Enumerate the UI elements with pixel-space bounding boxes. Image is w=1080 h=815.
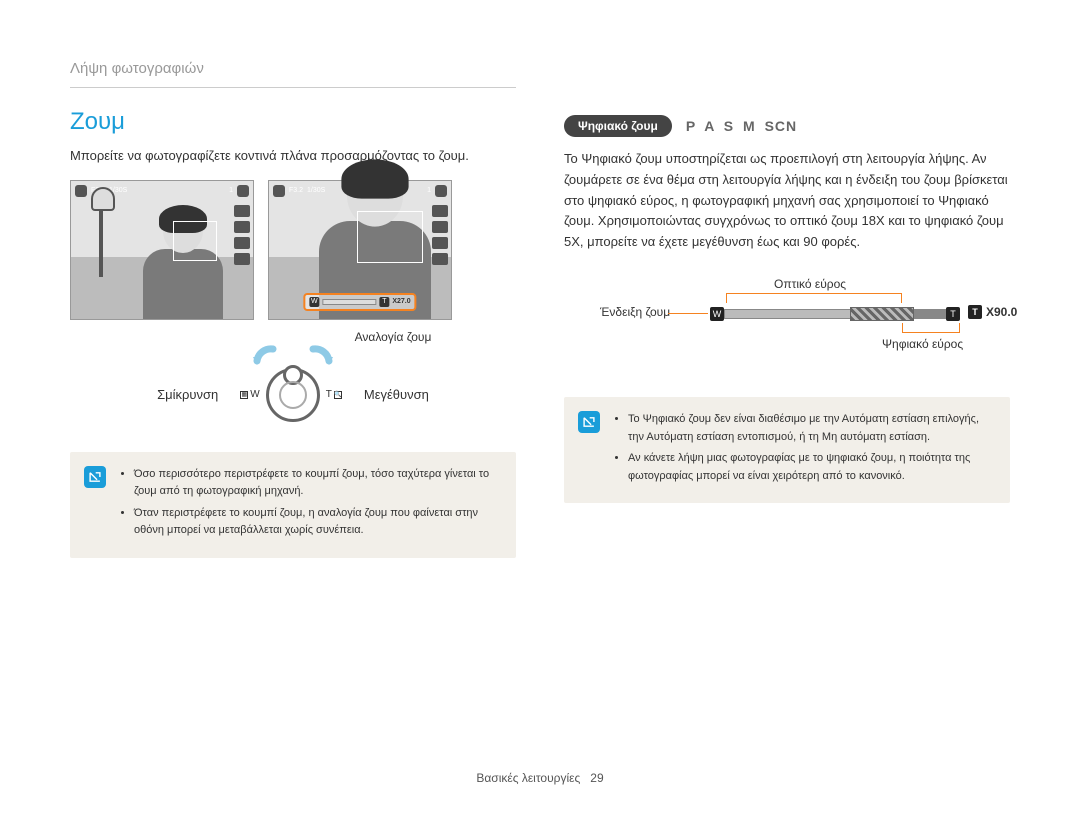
mode-a: A <box>704 118 717 134</box>
osd-right-icons <box>432 205 448 265</box>
battery-icon <box>237 185 249 197</box>
mode-m: M <box>743 118 758 134</box>
osd-icon-1 <box>234 205 250 217</box>
page-title: Ζουμ <box>70 108 516 136</box>
zoom-dial-row: Σμίκρυνση ▦W T🔍 Μεγέθυνση <box>70 368 516 422</box>
digital-bracket <box>902 323 960 333</box>
osd-icon-2 <box>432 221 448 233</box>
digital-range-segment <box>850 307 914 321</box>
breadcrumb: Λήψη φωτογραφιών <box>70 60 516 77</box>
osd-icon-3 <box>432 237 448 249</box>
mode-scn: SCN <box>765 118 798 134</box>
callout-line <box>668 313 708 314</box>
dial-t-label: T🔍 <box>326 389 342 400</box>
note-icon <box>578 411 600 433</box>
zoom-w-icon: W <box>309 297 319 307</box>
note-item: Αν κάνετε λήψη μιας φωτογραφίας με το ψη… <box>628 450 996 485</box>
right-note-box: Το Ψηφιακό ζουμ δεν είναι διαθέσιμο με τ… <box>564 397 1010 503</box>
osd-right-icons <box>234 205 250 265</box>
osd-icon-1 <box>432 205 448 217</box>
osd-icon-3 <box>234 237 250 249</box>
arrow-left-icon <box>251 343 281 373</box>
mode-icon <box>75 185 87 197</box>
zoom-ratio-caption: Αναλογία ζουμ <box>270 330 516 344</box>
left-note-box: Όσο περισσότερο περιστρέφετε το κουμπί ζ… <box>70 452 516 558</box>
dial-w-label: ▦W <box>240 389 259 400</box>
osd-count: 1 <box>229 187 233 194</box>
right-heading-row: Ψηφιακό ζουμ P A S M SCN <box>564 115 1010 137</box>
x90-label: T X90.0 <box>968 305 1017 319</box>
optical-range-label: Οπτικό εύρος <box>774 277 846 291</box>
focus-frame <box>173 221 217 261</box>
note-item: Όσο περισσότερο περιστρέφετε το κουμπί ζ… <box>134 466 502 501</box>
zoom-dial-illustration <box>266 368 320 422</box>
page-footer: Βασικές λειτουργίες 29 <box>0 771 1080 785</box>
digital-zoom-pill: Ψηφιακό ζουμ <box>564 115 672 137</box>
zoom-ratio-value: X27.0 <box>392 298 410 305</box>
note-icon <box>84 466 106 488</box>
zoom-w-icon: W <box>710 307 724 321</box>
divider <box>70 87 516 88</box>
arrow-right-icon <box>305 343 335 373</box>
focus-frame <box>357 211 423 263</box>
mode-list: P A S M SCN <box>686 118 797 134</box>
zoom-ratio-indicator: W T X27.0 <box>303 293 416 311</box>
zoom-t-icon: T <box>968 305 982 319</box>
osd-icon-4 <box>234 253 250 265</box>
streetlamp-illustration <box>89 187 113 277</box>
mode-p: P <box>686 118 698 134</box>
osd-icon-4 <box>432 253 448 265</box>
mode-icon <box>273 185 285 197</box>
zoom-range-bar: W T <box>710 307 960 321</box>
zoom-track <box>322 299 376 305</box>
optical-bracket <box>726 293 902 303</box>
digital-range-label: Ψηφιακό εύρος <box>882 337 963 351</box>
zoom-in-label: Μεγέθυνση <box>364 387 429 402</box>
footer-label: Βασικές λειτουργίες <box>476 771 580 785</box>
intro-text: Μπορείτε να φωτογραφίζετε κοντινά πλάνα … <box>70 146 516 166</box>
osd-icon-2 <box>234 221 250 233</box>
camera-preview-wide: F3.2 1/30S 1 <box>70 180 254 320</box>
zoom-out-label: Σμίκρυνση <box>157 387 218 402</box>
camera-preview-row: F3.2 1/30S 1 <box>70 180 516 320</box>
digital-zoom-body: Το Ψηφιακό ζουμ υποστηρίζεται ως προεπιλ… <box>564 149 1010 253</box>
page-number: 29 <box>590 771 603 785</box>
zoom-t-icon: T <box>379 297 389 307</box>
battery-icon <box>435 185 447 197</box>
osd-fstop: F3.2 <box>289 187 303 194</box>
camera-preview-zoomed: F3.2 1/30S 1 <box>268 180 452 320</box>
mode-s: S <box>724 118 736 134</box>
zoom-t-icon: T <box>946 307 960 321</box>
note-item: Όταν περιστρέφετε το κουμπί ζουμ, η αναλ… <box>134 505 502 540</box>
zoom-indicator-label: Ένδειξη ζουμ <box>600 305 670 319</box>
zoom-range-diagram: Οπτικό εύρος Ένδειξη ζουμ W T T X90.0 Ψη… <box>564 277 1010 367</box>
note-item: Το Ψηφιακό ζουμ δεν είναι διαθέσιμο με τ… <box>628 411 996 446</box>
